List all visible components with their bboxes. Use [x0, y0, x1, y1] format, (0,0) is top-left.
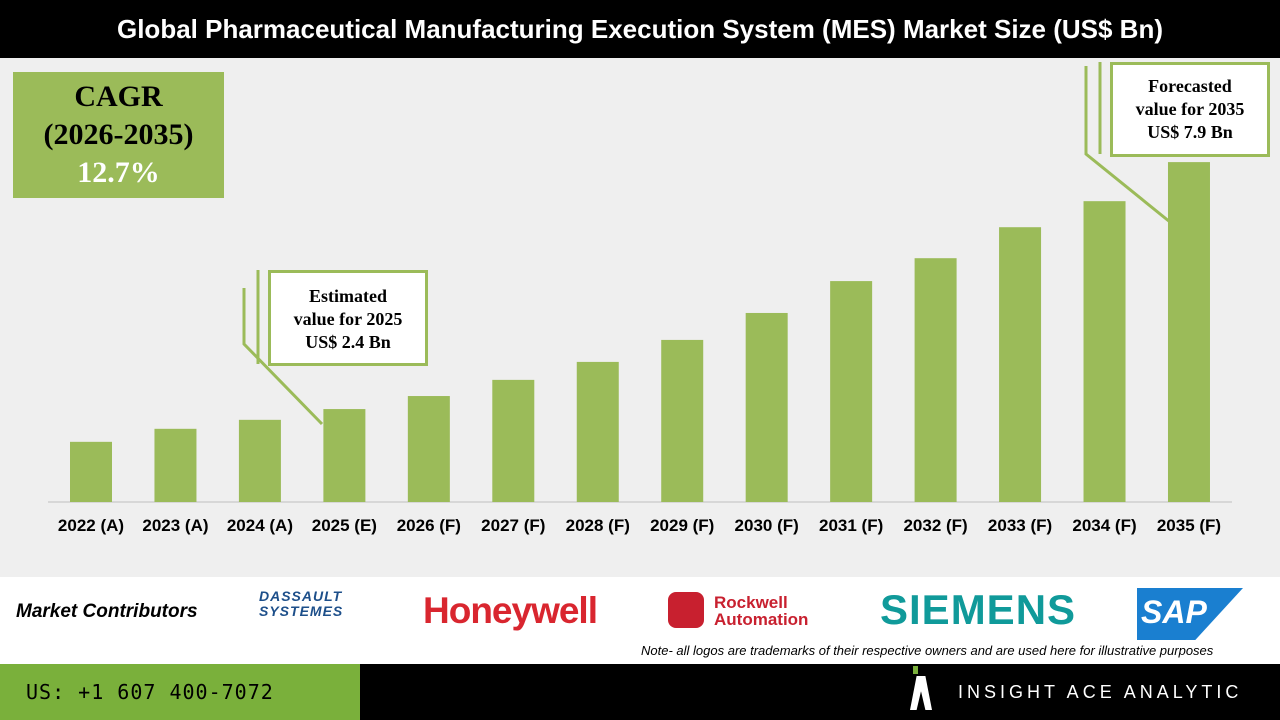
- x-tick-label: 2027 (F): [481, 516, 545, 535]
- estimated-callout: Estimated value for 2025 US$ 2.4 Bn: [268, 270, 428, 366]
- bar-2034 (F): [1083, 201, 1126, 503]
- bar-2032 (F): [914, 258, 957, 502]
- bar-2035 (F): [1167, 162, 1210, 502]
- x-tick-label: 2033 (F): [988, 516, 1052, 535]
- x-tick-label: 2023 (A): [142, 516, 208, 535]
- rockwell-logo: Rockwell Automation: [714, 593, 809, 629]
- bar-chart: 2022 (A) 2023 (A) 2024 (A) 2025 (E) 2026 (F)…: [48, 62, 1232, 535]
- contributors-label: Market Contributors: [16, 601, 198, 622]
- bar-2025 (E): [323, 409, 366, 502]
- estimated-line3: US$ 2.4 Bn: [305, 332, 391, 352]
- x-tick-label: 2030 (F): [735, 516, 799, 535]
- rockwell-icon: [668, 592, 704, 628]
- x-tick-label: 2025 (E): [312, 516, 377, 535]
- cagr-box: CAGR (2026-2035) 12.7%: [13, 72, 224, 198]
- estimated-leader-line: [242, 288, 324, 426]
- phone-number: US: +1 607 400-7072: [0, 664, 360, 720]
- brand-logo-accent: [913, 666, 918, 674]
- dassault-logo: DASSAULT SYSTEMES: [259, 588, 344, 619]
- cagr-label: CAGR: [74, 80, 163, 113]
- honeywell-logo: Honeywell: [423, 590, 598, 631]
- forecasted-line2: value for 2035: [1135, 99, 1245, 119]
- x-tick-label: 2028 (F): [566, 516, 630, 535]
- forecasted-callout: Forecasted value for 2035 US$ 7.9 Bn: [1110, 62, 1270, 157]
- chart-title: Global Pharmaceutical Manufacturing Exec…: [0, 0, 1280, 58]
- bar-2030 (F): [745, 312, 788, 502]
- trademark-note: Note- all logos are trademarks of their …: [641, 643, 1214, 658]
- bar-2031 (F): [830, 281, 873, 502]
- cagr-period: (2026-2035): [43, 118, 194, 151]
- estimated-line1: Estimated: [309, 286, 387, 306]
- x-tick-label: 2024 (A): [227, 516, 293, 535]
- forecasted-leader-line: [1084, 66, 1171, 224]
- x-tick-label: 2031 (F): [819, 516, 883, 535]
- plot-area: 2022 (A) 2023 (A) 2024 (A) 2025 (E) 2026 (F)…: [0, 58, 1280, 577]
- x-tick-label: 2026 (F): [397, 516, 461, 535]
- bar-2022 (A): [70, 441, 112, 502]
- brand-bar: INSIGHT ACE ANALYTIC: [360, 664, 1280, 720]
- x-tick-label: 2022 (A): [58, 516, 124, 535]
- bar-2029 (F): [661, 339, 704, 502]
- x-tick-label: 2032 (F): [903, 516, 967, 535]
- bar-2026 (F): [407, 396, 450, 502]
- brand-logo-icon: [910, 676, 932, 710]
- brand-name: INSIGHT ACE ANALYTIC: [958, 682, 1243, 702]
- estimated-line2: value for 2025: [293, 309, 403, 329]
- bar-2023 (A): [154, 428, 197, 502]
- bar-2024 (A): [238, 419, 281, 502]
- bar-2027 (F): [492, 379, 535, 502]
- x-tick-label: 2035 (F): [1157, 516, 1221, 535]
- bar-2028 (F): [576, 361, 619, 502]
- cagr-value: 12.7%: [77, 156, 160, 189]
- forecasted-line3: US$ 7.9 Bn: [1147, 122, 1233, 142]
- bar-2033 (F): [999, 227, 1042, 502]
- forecasted-line1: Forecasted: [1148, 76, 1232, 96]
- contributors-strip: [0, 577, 1280, 664]
- siemens-logo: SIEMENS: [880, 586, 1077, 633]
- x-tick-label: 2029 (F): [650, 516, 714, 535]
- x-tick-label: 2034 (F): [1072, 516, 1136, 535]
